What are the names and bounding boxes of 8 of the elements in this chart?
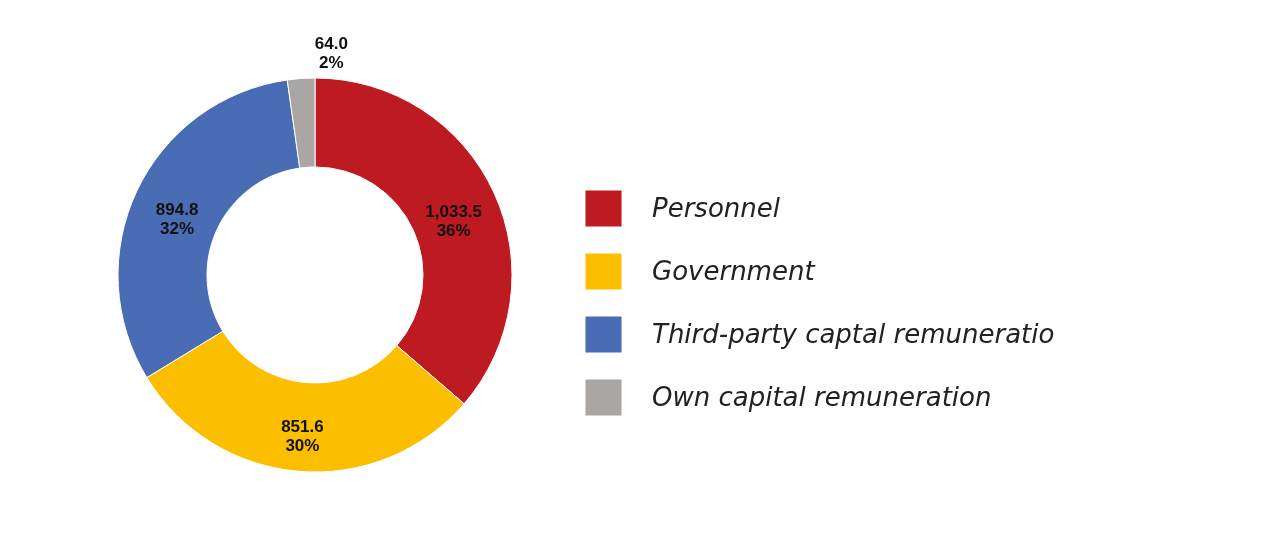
data-label: 64.0 2% xyxy=(314,33,348,72)
legend-label: Own capital remuneration xyxy=(652,381,992,412)
legend-label: Government xyxy=(652,255,816,286)
data-label: 894.8 32% xyxy=(155,199,199,238)
data-label: 851.6 30% xyxy=(281,416,324,455)
legend-label: Third-party captal remuneratio xyxy=(652,318,1055,349)
legend-label: Personnel xyxy=(652,192,781,223)
data-label: 1,033.5 36% xyxy=(425,201,483,240)
